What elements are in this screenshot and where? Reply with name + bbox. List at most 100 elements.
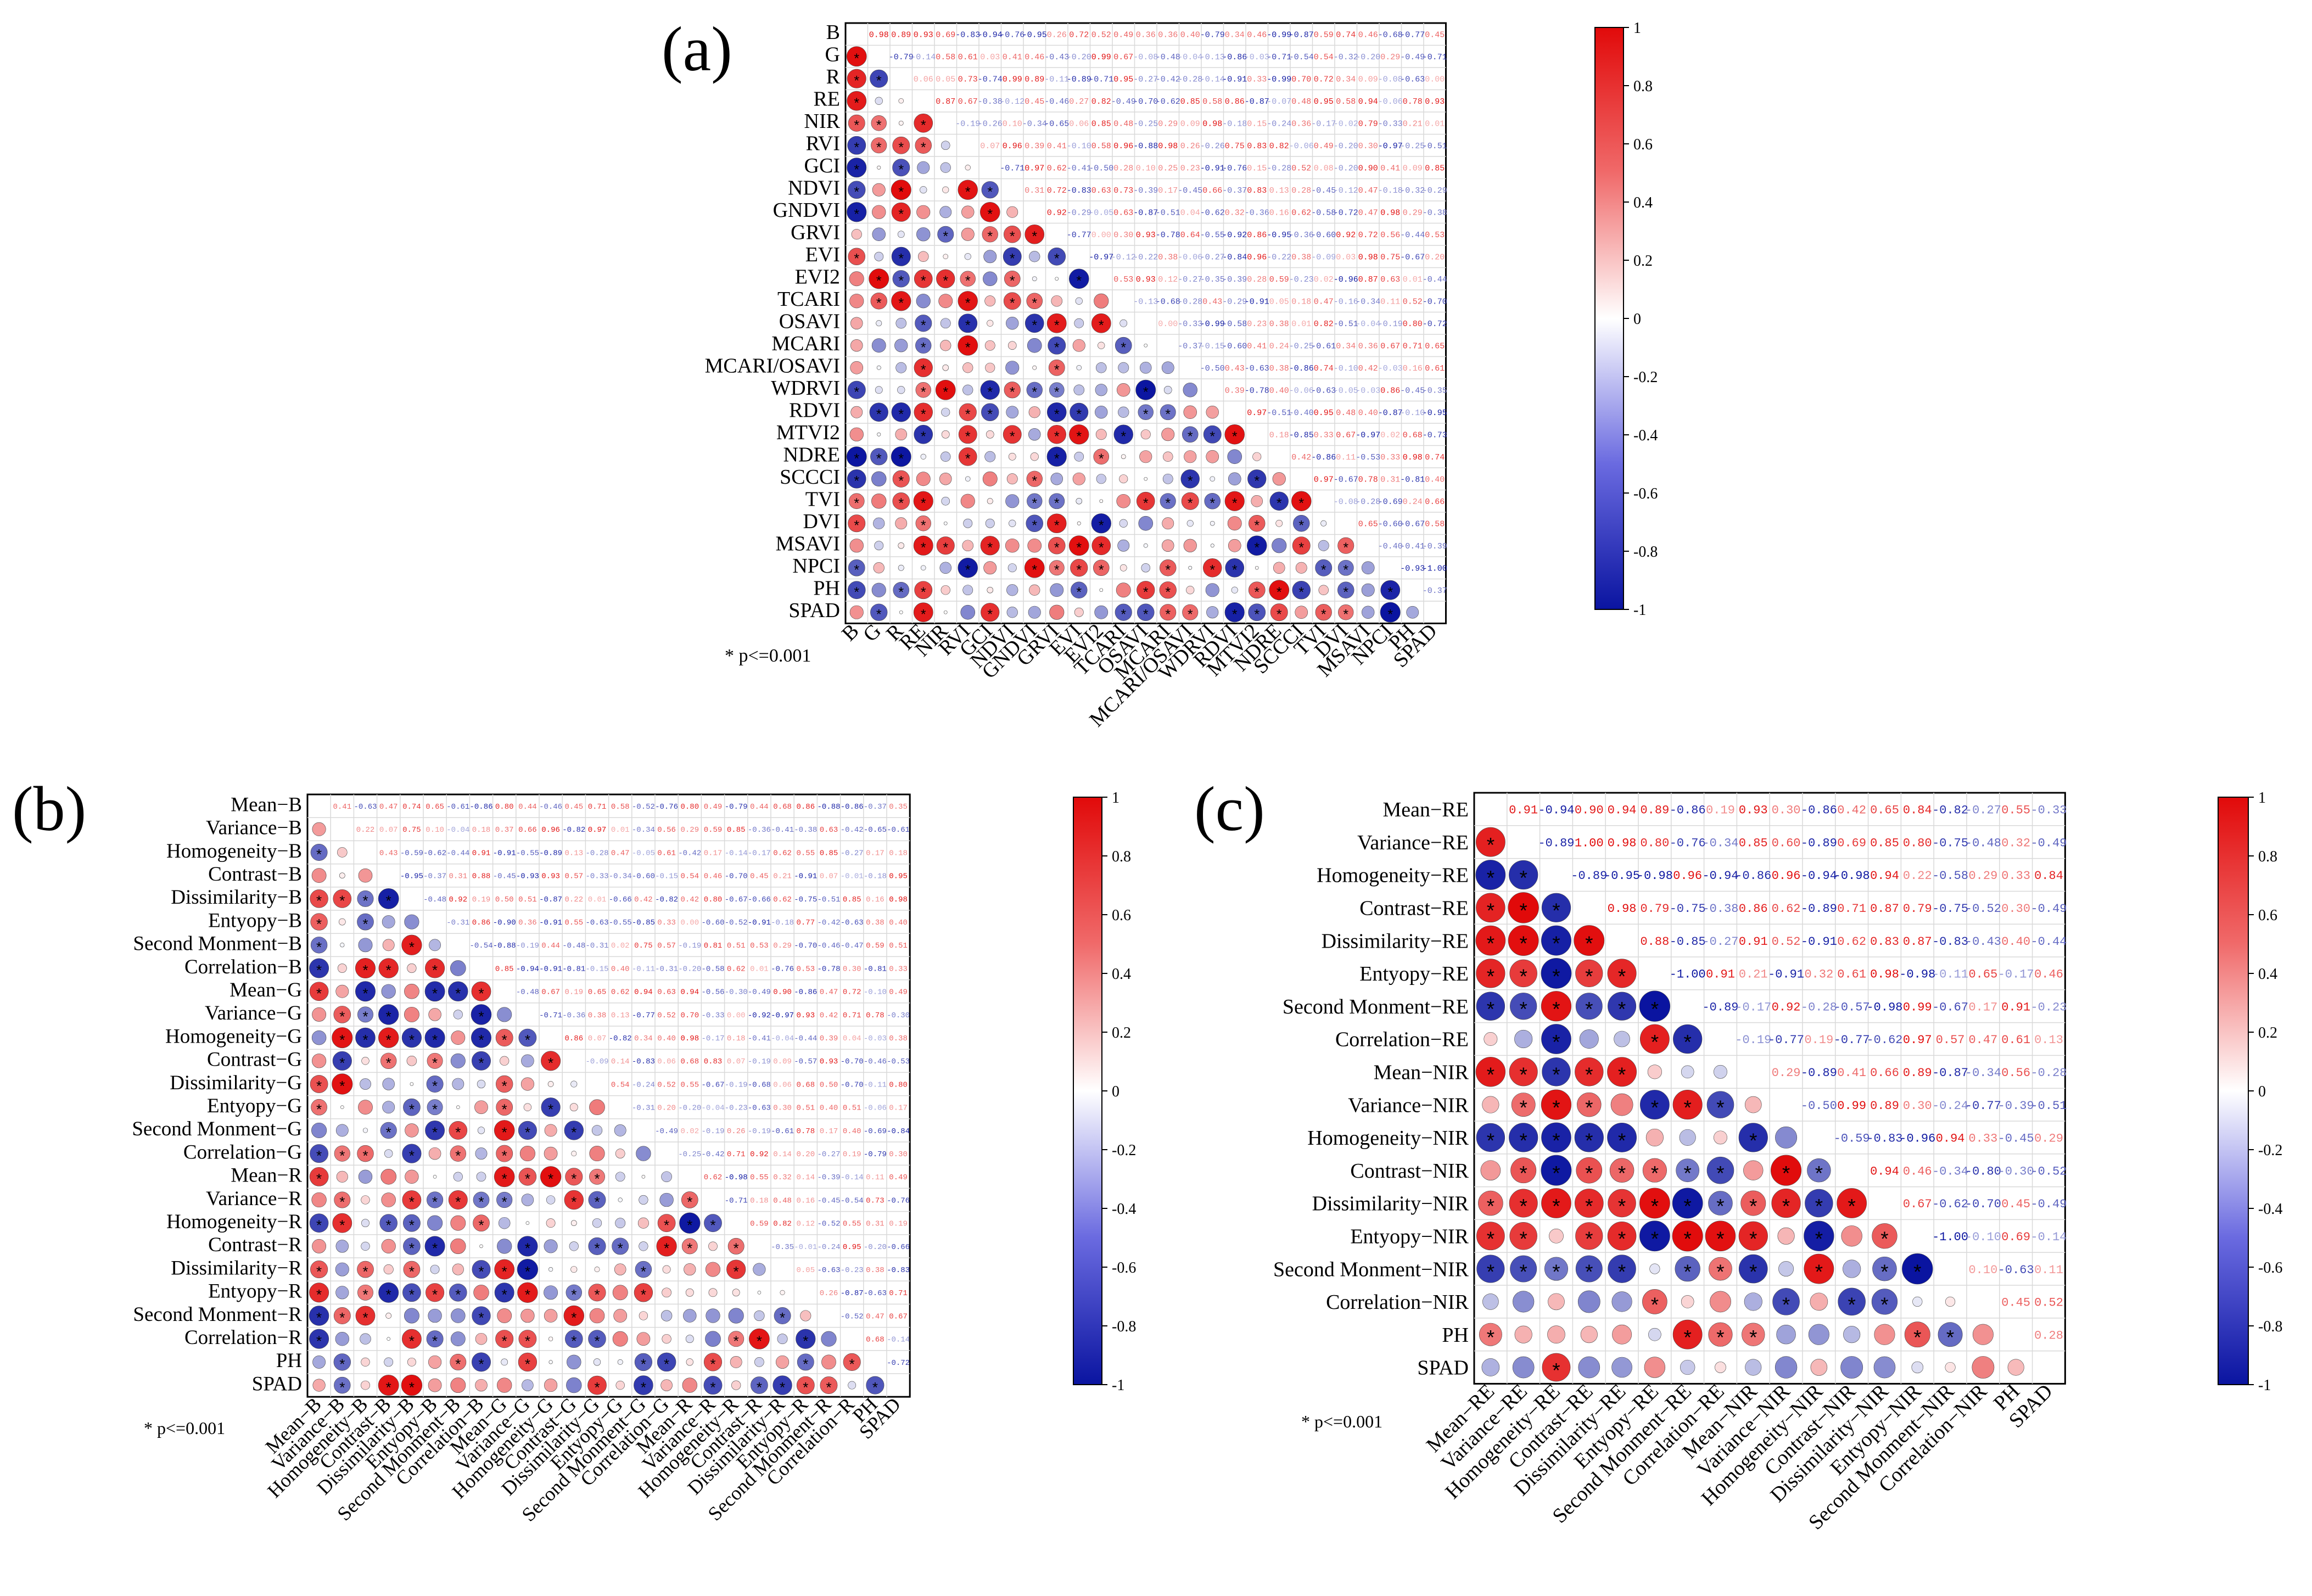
significance-star: *: [1519, 899, 1527, 922]
coef-label: 0.47: [1968, 1033, 1997, 1047]
coef-label: -0.34: [632, 826, 655, 835]
corr-circle: [941, 451, 951, 462]
coef-label: 0.40: [1269, 387, 1289, 396]
corr-circle: [1575, 1222, 1603, 1250]
corr-circle: [962, 540, 974, 552]
corr-circle: [451, 1308, 466, 1323]
corr-circle: [361, 1195, 370, 1205]
corr-circle: [402, 1283, 421, 1302]
corr-circle: [703, 1376, 723, 1395]
corr-circle: [936, 269, 955, 288]
corr-circle: [309, 1306, 329, 1326]
significance-star: *: [1618, 1063, 1626, 1086]
coef-label: -0.28: [1801, 1000, 1837, 1014]
coef-label: -0.24: [817, 1243, 840, 1252]
corr-circle: [357, 1006, 373, 1023]
coef-label: 0.92: [1772, 1000, 1801, 1014]
significance-star: *: [1519, 965, 1527, 988]
corr-circle: [1047, 425, 1066, 444]
corr-circle: [1144, 343, 1148, 348]
coef-label: -0.52: [817, 1220, 840, 1229]
corr-circle: [496, 1075, 513, 1093]
coef-label: 0.40: [820, 1104, 838, 1113]
corr-circle: [1774, 1356, 1798, 1379]
corr-circle: [1509, 1057, 1538, 1087]
significance-star: *: [1054, 562, 1060, 578]
corr-circle: [1006, 317, 1019, 330]
corr-circle: [430, 1264, 440, 1274]
coef-label: -0.34: [1702, 836, 1738, 850]
coef-label: 0.42: [820, 1011, 838, 1020]
corr-circle: [541, 1051, 561, 1071]
coef-label: -0.22: [1267, 253, 1291, 262]
coef-label: -0.58: [701, 965, 724, 973]
row-label: EVI2: [795, 266, 840, 289]
coef-label: -0.10: [1334, 364, 1358, 373]
coef-label: 0.99: [1903, 1000, 1932, 1014]
corr-circle: [476, 1172, 486, 1182]
coef-label: -0.20: [1356, 53, 1380, 62]
colorbar-tick-label: -0.6: [1112, 1259, 1136, 1276]
coef-label: 0.97: [1247, 408, 1267, 418]
coef-label: -0.98: [1637, 869, 1673, 883]
coef-label: -0.85: [632, 919, 655, 927]
coef-label: 0.47: [866, 1312, 885, 1321]
coef-label: 0.98: [1202, 120, 1222, 129]
corr-circle: [1292, 581, 1311, 600]
corr-circle: [1512, 1356, 1535, 1379]
coef-label: -0.19: [701, 1127, 724, 1136]
corr-circle: [337, 847, 348, 858]
coef-label: 0.80: [1903, 836, 1932, 850]
significance-star: *: [1519, 1195, 1527, 1217]
corr-circle: [1476, 1123, 1505, 1152]
corr-circle: [1159, 581, 1177, 599]
coef-label: -0.04: [701, 1104, 724, 1113]
coef-label: -0.17: [1311, 120, 1336, 129]
coef-label: 0.00: [1091, 231, 1111, 240]
coef-label: -0.99: [1267, 75, 1291, 85]
coef-label: -0.14: [2030, 1230, 2067, 1244]
corr-circle: [1272, 538, 1287, 553]
corr-circle: [772, 1375, 792, 1395]
coef-label: -0.50: [1089, 164, 1113, 173]
colorbar-tick-label: 0.8: [1633, 78, 1653, 95]
significance-star: *: [409, 1332, 415, 1349]
corr-circle: [1775, 1126, 1798, 1149]
coef-label: 0.94: [1870, 1164, 1899, 1178]
significance-star: *: [1815, 1195, 1823, 1217]
significance-star: *: [687, 1240, 692, 1257]
coef-label: -0.54: [1289, 53, 1314, 62]
corr-circle: [378, 1375, 399, 1396]
corr-circle: [1070, 559, 1088, 577]
corr-circle: [939, 472, 952, 485]
coef-label: -0.51: [1267, 408, 1291, 418]
corr-circle: [847, 91, 867, 111]
corr-circle: [402, 1214, 421, 1232]
corr-circle: [871, 494, 887, 509]
corr-circle: [1544, 1257, 1569, 1281]
corr-circle: [1074, 451, 1084, 462]
significance-star: *: [1076, 585, 1082, 600]
corr-circle: [335, 1262, 349, 1276]
corr-circle: [401, 1027, 422, 1048]
corr-circle: [332, 1027, 353, 1049]
coef-label: -0.70: [1965, 1197, 2001, 1211]
corr-circle: [355, 981, 376, 1002]
corr-circle: [1648, 1328, 1661, 1341]
corr-circle: [1006, 206, 1018, 218]
significance-star: *: [687, 1217, 692, 1233]
coef-label: -0.82: [609, 1034, 632, 1043]
coef-label: 0.93: [1136, 275, 1156, 284]
coef-label: 0.70: [680, 1011, 699, 1020]
coef-label: 0.33: [1968, 1132, 1997, 1146]
significance-star: *: [1651, 1228, 1659, 1250]
corr-circle: [917, 251, 929, 262]
significance-star: *: [1749, 1129, 1757, 1152]
coef-label: -0.59: [400, 849, 423, 858]
significance-star: *: [641, 1263, 646, 1280]
coef-label: 0.38: [588, 1011, 607, 1020]
coef-label: -0.84: [887, 1127, 910, 1136]
corr-circle: [682, 1377, 697, 1393]
corr-circle: [523, 1103, 532, 1111]
